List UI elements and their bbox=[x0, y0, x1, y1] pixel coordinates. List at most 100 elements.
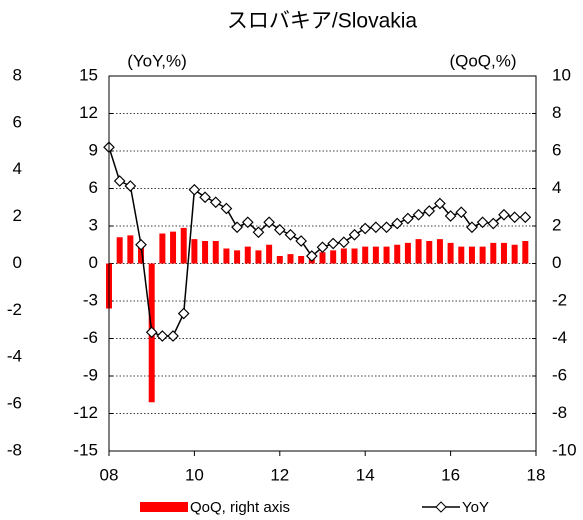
line bbox=[108, 147, 526, 337]
marker bbox=[476, 216, 489, 229]
y2-tick-label: -6 bbox=[552, 365, 567, 384]
bar bbox=[180, 227, 187, 264]
y3-tick-label: 8 bbox=[13, 65, 22, 84]
y3-tick-label: -2 bbox=[7, 300, 22, 319]
bar bbox=[330, 250, 337, 264]
marker bbox=[284, 228, 297, 241]
marker bbox=[241, 216, 254, 229]
bar bbox=[266, 244, 273, 264]
y2-tick-label: 4 bbox=[552, 178, 561, 197]
bar bbox=[127, 235, 134, 264]
bar bbox=[351, 248, 358, 264]
bar bbox=[426, 241, 433, 264]
marker bbox=[380, 221, 393, 234]
bar bbox=[511, 244, 518, 264]
marker bbox=[273, 223, 286, 236]
bar bbox=[255, 250, 262, 264]
y-tick-label: 15 bbox=[79, 65, 98, 84]
y3-tick-label: 2 bbox=[13, 206, 22, 225]
y-tick-label: -15 bbox=[73, 440, 98, 459]
bar bbox=[436, 239, 443, 264]
marker bbox=[145, 326, 158, 339]
x-tick-label: 10 bbox=[185, 465, 204, 484]
bar bbox=[340, 248, 347, 264]
marker bbox=[519, 211, 532, 224]
marker bbox=[156, 330, 169, 342]
marker bbox=[402, 212, 414, 225]
y-tick-label: -6 bbox=[83, 328, 98, 347]
bar bbox=[244, 246, 251, 264]
marker bbox=[263, 216, 275, 229]
bar bbox=[170, 231, 177, 264]
y-tick-label: 0 bbox=[89, 253, 98, 272]
marker bbox=[252, 226, 265, 239]
bar bbox=[319, 252, 326, 264]
legend-label: QoQ, right axis bbox=[190, 499, 290, 516]
marker bbox=[199, 191, 211, 204]
y2-tick-label: -4 bbox=[552, 328, 567, 347]
legend-marker bbox=[435, 501, 447, 513]
bar bbox=[372, 246, 379, 264]
marker bbox=[124, 180, 137, 192]
x-tick-label: 14 bbox=[356, 465, 375, 484]
marker bbox=[220, 202, 233, 215]
marker bbox=[434, 197, 446, 210]
y2-tick-label: -10 bbox=[552, 440, 577, 459]
y-tick-label: -3 bbox=[83, 290, 98, 309]
y-tick-label: -12 bbox=[73, 403, 98, 422]
bar bbox=[490, 242, 497, 264]
marker bbox=[498, 208, 510, 221]
y2-tick-label: 0 bbox=[552, 253, 561, 272]
legend-label: YoY bbox=[462, 499, 489, 516]
y-tick-label: 3 bbox=[89, 215, 98, 234]
y-tick-label: 6 bbox=[89, 178, 98, 197]
bar bbox=[234, 250, 241, 264]
marker bbox=[327, 237, 340, 250]
x-tick-label: 12 bbox=[270, 465, 289, 484]
marker bbox=[466, 221, 478, 234]
bar bbox=[468, 246, 475, 264]
x-tick-label: 08 bbox=[100, 465, 119, 484]
chart-title: スロバキア/Slovakia bbox=[227, 10, 418, 33]
y2-tick-label: 8 bbox=[552, 103, 561, 122]
bar bbox=[212, 241, 219, 264]
y2-axis-label: (QoQ,%) bbox=[449, 51, 516, 70]
marker bbox=[348, 228, 361, 241]
y-axis-label: (YoY,%) bbox=[127, 51, 187, 70]
bar bbox=[447, 242, 454, 264]
plot-border bbox=[108, 75, 537, 452]
marker bbox=[316, 241, 329, 254]
bar bbox=[404, 242, 411, 264]
y-tick-label: -9 bbox=[83, 365, 98, 384]
bar bbox=[500, 242, 507, 264]
bar bbox=[394, 244, 401, 264]
marker bbox=[455, 206, 468, 219]
bar bbox=[116, 237, 123, 264]
marker bbox=[209, 196, 222, 209]
marker bbox=[135, 238, 147, 251]
bar bbox=[159, 233, 166, 264]
marker bbox=[231, 221, 243, 234]
bar bbox=[479, 246, 486, 264]
bar bbox=[202, 241, 209, 264]
y3-tick-label: -6 bbox=[7, 394, 22, 413]
marker bbox=[305, 250, 318, 262]
legend-swatch bbox=[140, 502, 188, 512]
y3-tick-label: -8 bbox=[7, 440, 22, 459]
y2-tick-label: -8 bbox=[552, 403, 567, 422]
y3-tick-label: -4 bbox=[7, 347, 22, 366]
marker bbox=[444, 210, 457, 222]
bar bbox=[415, 239, 422, 264]
marker bbox=[370, 221, 382, 234]
marker bbox=[487, 217, 500, 230]
bar bbox=[276, 256, 283, 264]
y-tick-label: 9 bbox=[89, 140, 98, 159]
marker bbox=[177, 307, 190, 320]
bar bbox=[287, 254, 294, 264]
marker bbox=[391, 217, 404, 230]
bar bbox=[191, 239, 198, 264]
bar bbox=[522, 241, 529, 264]
marker bbox=[338, 236, 350, 249]
y2-tick-label: 10 bbox=[552, 65, 571, 84]
